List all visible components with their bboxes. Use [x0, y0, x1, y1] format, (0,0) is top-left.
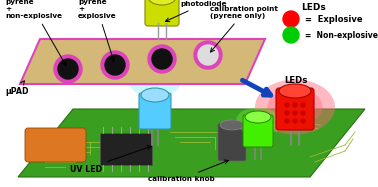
- Circle shape: [301, 111, 305, 115]
- FancyBboxPatch shape: [139, 93, 171, 129]
- Text: photodiode: photodiode: [166, 1, 226, 22]
- Circle shape: [285, 111, 289, 115]
- Circle shape: [58, 59, 78, 79]
- Circle shape: [301, 119, 305, 123]
- Text: UV LED: UV LED: [70, 146, 151, 174]
- Circle shape: [101, 51, 129, 79]
- Ellipse shape: [279, 84, 311, 98]
- FancyBboxPatch shape: [243, 115, 273, 147]
- Text: pyrene
+
non-explosive: pyrene + non-explosive: [5, 0, 66, 66]
- Text: LEDs: LEDs: [284, 76, 308, 85]
- Circle shape: [152, 49, 172, 69]
- Circle shape: [293, 103, 297, 107]
- Text: =  Explosive: = Explosive: [305, 15, 363, 24]
- Circle shape: [54, 55, 82, 83]
- Ellipse shape: [120, 53, 190, 93]
- Ellipse shape: [141, 88, 169, 102]
- FancyBboxPatch shape: [276, 88, 314, 130]
- FancyBboxPatch shape: [25, 128, 86, 162]
- Ellipse shape: [130, 68, 180, 98]
- Circle shape: [198, 45, 218, 65]
- Ellipse shape: [148, 0, 176, 5]
- FancyBboxPatch shape: [100, 133, 152, 165]
- Circle shape: [285, 119, 289, 123]
- Ellipse shape: [255, 79, 335, 134]
- Circle shape: [105, 55, 125, 75]
- Ellipse shape: [268, 88, 322, 126]
- Text: LEDs: LEDs: [302, 3, 326, 12]
- Circle shape: [293, 111, 297, 115]
- Polygon shape: [18, 109, 365, 177]
- Ellipse shape: [236, 107, 280, 135]
- Circle shape: [283, 11, 299, 27]
- Circle shape: [301, 103, 305, 107]
- Polygon shape: [20, 39, 265, 84]
- Circle shape: [283, 27, 299, 43]
- Text: calibration point
(pyrene only): calibration point (pyrene only): [210, 6, 278, 52]
- Text: μPAD: μPAD: [5, 87, 28, 96]
- Circle shape: [285, 103, 289, 107]
- Circle shape: [194, 41, 222, 69]
- Circle shape: [148, 45, 176, 73]
- Text: calibration knob: calibration knob: [148, 160, 228, 182]
- Ellipse shape: [220, 120, 244, 130]
- Text: pyrene
+
explosive: pyrene + explosive: [78, 0, 117, 61]
- Circle shape: [293, 119, 297, 123]
- Text: =  Non-explosive: = Non-explosive: [305, 30, 378, 39]
- Ellipse shape: [245, 111, 271, 123]
- FancyBboxPatch shape: [218, 123, 246, 161]
- FancyBboxPatch shape: [145, 0, 179, 26]
